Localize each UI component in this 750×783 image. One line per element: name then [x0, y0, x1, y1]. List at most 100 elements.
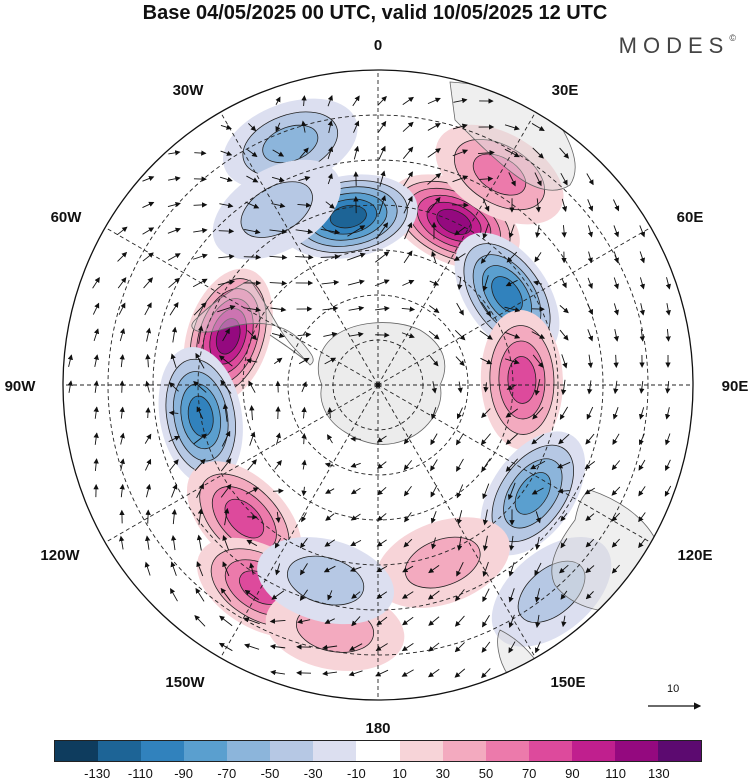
wind-arrow — [531, 433, 545, 445]
wind-arrow — [301, 120, 307, 133]
wind-arrow — [298, 357, 310, 365]
wind-arrow — [271, 590, 285, 600]
wind-arrow — [193, 202, 208, 208]
wind-arrow — [456, 562, 464, 577]
wind-arrow — [665, 329, 671, 342]
wind-arrow — [248, 380, 256, 393]
wind-arrow — [561, 225, 567, 238]
wind-arrow — [93, 406, 99, 419]
wind-arrow — [167, 227, 181, 234]
wind-arrow — [454, 329, 466, 341]
wind-arrow — [377, 95, 387, 106]
wind-arrow — [246, 539, 258, 547]
wind-arrow — [217, 305, 236, 313]
wind-arrow — [428, 564, 440, 574]
wind-arrow — [327, 173, 333, 185]
wind-arrow — [639, 329, 645, 342]
wind-arrow — [532, 147, 544, 159]
wind-arrow — [222, 328, 230, 342]
wind-arrow — [67, 380, 73, 393]
wind-arrow — [483, 382, 489, 393]
wind-arrow — [456, 510, 463, 525]
wind-arrow — [560, 590, 568, 600]
lon-label-180: 180 — [365, 720, 390, 737]
wind-arrow — [144, 535, 151, 550]
wind-arrow — [375, 669, 389, 677]
wind-arrow — [560, 172, 568, 186]
colorbar-swatch — [55, 741, 99, 761]
wind-arrow — [324, 357, 337, 365]
wind-arrow — [613, 354, 619, 369]
latitude-circle — [197, 204, 559, 566]
lon-label-90e: 90E — [722, 378, 749, 395]
wind-arrow — [143, 277, 154, 289]
wind-arrow — [323, 565, 336, 573]
wind-vectors — [67, 94, 672, 679]
wind-arrow — [347, 225, 366, 237]
wind-arrow — [271, 332, 285, 339]
colorbar — [54, 740, 702, 762]
wind-arrow — [222, 534, 230, 551]
wind-arrow — [145, 483, 152, 498]
wind-arrow — [246, 149, 258, 158]
wind-arrow — [611, 486, 621, 496]
wind-arrow — [301, 95, 307, 107]
colorbar-tick-label: -90 — [174, 766, 193, 781]
wind-arrow — [301, 512, 307, 523]
wind-arrow — [375, 305, 390, 312]
wind-arrow — [270, 306, 287, 313]
wind-arrow — [301, 381, 307, 393]
wind-arrow — [505, 408, 519, 418]
wind-arrow — [93, 328, 100, 341]
wind-arrow — [145, 327, 152, 342]
wind-arrow — [504, 148, 520, 158]
south-pole-marker — [375, 382, 381, 388]
wind-arrow — [533, 280, 543, 286]
wind-arrow — [402, 279, 415, 286]
wind-arrow — [193, 433, 207, 445]
wind-arrow — [638, 459, 646, 471]
wind-arrow — [508, 224, 515, 239]
wind-arrow — [192, 253, 208, 260]
wind-arrow — [430, 511, 437, 524]
wind-arrow — [611, 538, 620, 548]
wind-arrow — [531, 487, 544, 495]
wind-arrow — [587, 277, 593, 289]
wind-arrow — [427, 123, 441, 131]
wind-arrow — [119, 354, 125, 368]
wind-arrow — [145, 353, 151, 368]
colorbar-swatch — [270, 741, 314, 761]
wind-arrow — [243, 254, 262, 260]
wind-arrow — [244, 589, 259, 601]
wind-arrow — [347, 279, 365, 286]
wind-arrow — [452, 175, 469, 183]
wind-arrow — [193, 227, 208, 234]
wind-arrow — [534, 641, 541, 654]
wind-arrow — [557, 461, 571, 469]
wind-arrow — [457, 276, 463, 291]
wind-arrow — [192, 278, 208, 288]
brand-logo: MODES© — [619, 33, 736, 59]
wind-arrow — [194, 458, 206, 471]
colorbar-tick-label: 110 — [605, 766, 626, 781]
wind-arrow — [638, 433, 645, 446]
map-title: Base 04/05/2025 00 UTC, valid 10/05/2025… — [142, 2, 608, 24]
wind-arrow — [219, 176, 233, 183]
colorbar-ticks: -130 -110 -90 -70 -50 -30 -10 10 30 50 70 90 110 130 — [0, 766, 750, 782]
wind-arrow — [430, 485, 438, 498]
wind-arrow — [535, 614, 541, 628]
wind-arrow — [353, 120, 360, 133]
wind-arrow — [118, 535, 125, 550]
wind-arrow — [535, 198, 541, 213]
wind-arrow — [117, 277, 127, 289]
wind-arrow — [272, 488, 284, 494]
wind-arrow — [300, 538, 308, 549]
wind-arrow — [507, 482, 516, 501]
wind-arrow — [376, 222, 389, 240]
wind-arrow — [530, 460, 546, 470]
wind-arrow — [482, 535, 489, 552]
wind-arrow — [119, 458, 125, 471]
wind-arrow — [196, 534, 203, 551]
wind-arrow — [378, 195, 387, 215]
wind-arrow — [559, 305, 569, 314]
